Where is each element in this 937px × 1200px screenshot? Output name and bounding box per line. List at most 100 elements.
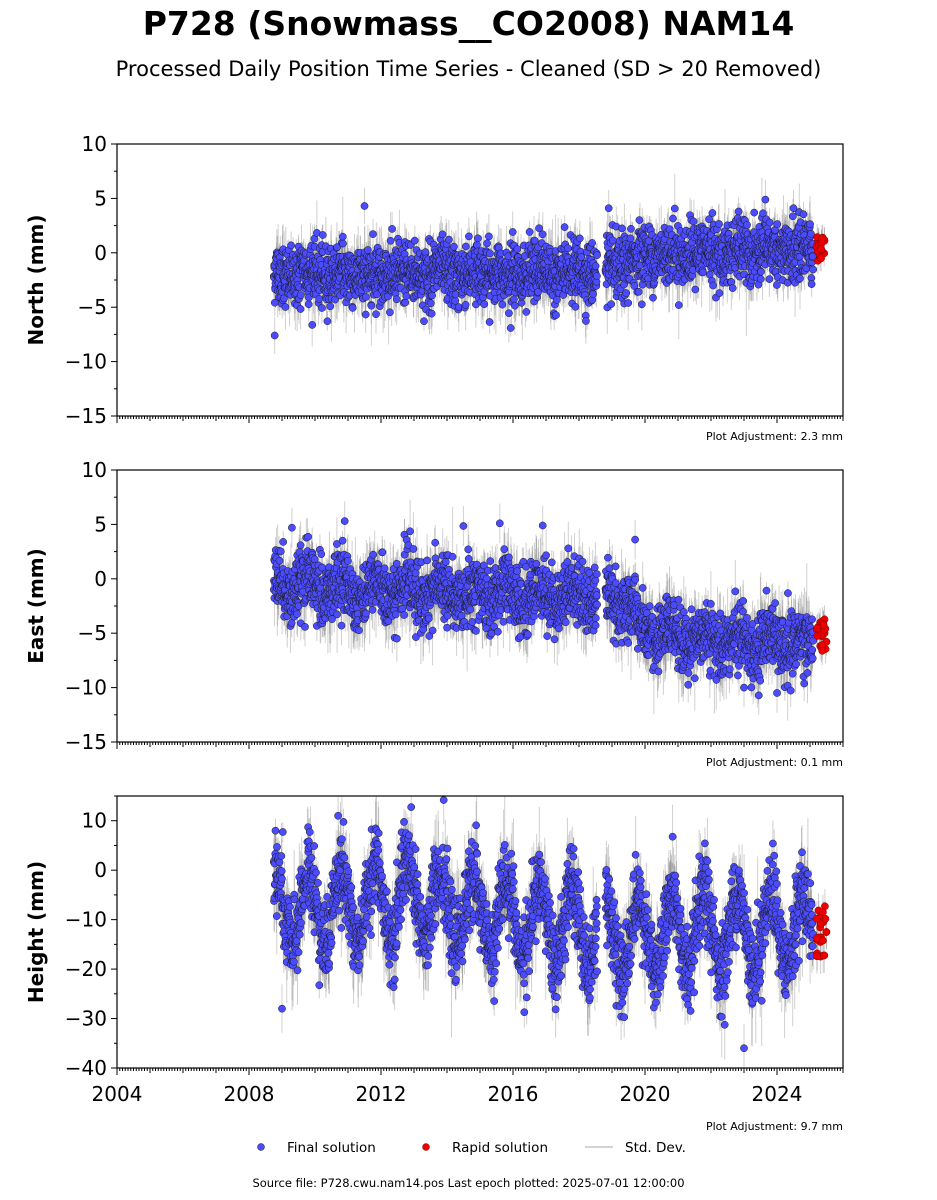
- final-point: [582, 317, 590, 325]
- final-point: [364, 246, 372, 254]
- final-point: [759, 209, 767, 218]
- final-point: [296, 291, 305, 299]
- final-point: [360, 202, 369, 210]
- final-point: [761, 195, 770, 204]
- final-point: [626, 234, 635, 243]
- plot-region: [269, 173, 829, 354]
- final-point: [591, 262, 600, 270]
- final-point: [338, 232, 347, 241]
- final-point: [670, 204, 679, 213]
- final-point: [604, 204, 613, 213]
- final-point: [505, 309, 513, 318]
- rapid-solution-points: [812, 233, 829, 265]
- final-point: [386, 308, 394, 317]
- y-tick-label: −15: [65, 404, 107, 428]
- final-point: [465, 232, 473, 241]
- final-point: [715, 220, 723, 228]
- final-point: [427, 309, 436, 318]
- final-point: [553, 295, 561, 304]
- final-point: [485, 318, 494, 326]
- final-point: [410, 236, 419, 245]
- final-point: [535, 224, 543, 233]
- final-point: [386, 236, 395, 245]
- final-point: [552, 311, 560, 319]
- final-point: [674, 301, 683, 309]
- final-point: [485, 249, 494, 258]
- final-point: [513, 245, 522, 253]
- final-point: [304, 300, 313, 309]
- final-point: [607, 300, 616, 308]
- final-point: [560, 223, 569, 231]
- y-tick-label: −10: [65, 350, 107, 374]
- final-point: [348, 304, 357, 312]
- final-point: [709, 281, 717, 290]
- final-point: [635, 216, 644, 224]
- final-point: [388, 225, 396, 233]
- final-point: [511, 301, 519, 310]
- final-point: [734, 207, 743, 216]
- final-point: [426, 299, 435, 308]
- final-point: [280, 294, 288, 303]
- chart-subtitle: Processed Daily Position Time Series - C…: [115, 57, 822, 81]
- final-point: [461, 300, 470, 309]
- final-point: [691, 285, 700, 294]
- final-point: [361, 310, 370, 319]
- final-point: [743, 221, 751, 229]
- final-point: [450, 242, 458, 251]
- rapid-point: [817, 245, 825, 253]
- final-point: [588, 239, 596, 247]
- final-point: [593, 251, 601, 259]
- final-point: [438, 230, 447, 239]
- final-point: [392, 295, 401, 304]
- final-point: [564, 244, 572, 253]
- final-point: [323, 317, 332, 326]
- final-point: [369, 230, 377, 238]
- final-point: [577, 253, 586, 261]
- final-point: [750, 208, 759, 217]
- final-point: [765, 275, 774, 283]
- final-point: [270, 331, 279, 340]
- final-point: [630, 282, 639, 290]
- final-point: [575, 234, 584, 243]
- final-point: [367, 301, 376, 310]
- final-point: [308, 321, 317, 329]
- final-point: [789, 204, 798, 213]
- final-point: [799, 210, 808, 219]
- final-point: [669, 214, 677, 223]
- final-point: [608, 236, 617, 245]
- final-point: [315, 295, 324, 303]
- final-point: [326, 302, 335, 311]
- final-point: [809, 265, 818, 274]
- final-point: [618, 224, 626, 233]
- final-point: [715, 289, 724, 297]
- final-point: [480, 300, 489, 309]
- final-point: [281, 303, 290, 311]
- y-tick-label: 0: [94, 241, 107, 265]
- final-point: [627, 224, 635, 233]
- y-tick-label: −5: [78, 295, 107, 319]
- y-tick-label: 10: [82, 132, 107, 156]
- final-point: [401, 298, 410, 307]
- final-point: [571, 302, 580, 311]
- final-point: [689, 217, 698, 226]
- final-point: [773, 220, 782, 228]
- final-point: [473, 241, 481, 249]
- final-point: [593, 272, 601, 280]
- final-point: [333, 243, 341, 251]
- final-point: [362, 293, 370, 301]
- final-point: [789, 212, 797, 221]
- final-point: [498, 300, 507, 309]
- final-point: [534, 288, 542, 296]
- final-point: [624, 299, 633, 307]
- final-point: [445, 235, 453, 244]
- final-point: [339, 239, 347, 248]
- final-point: [807, 229, 815, 238]
- final-solution-points: [269, 195, 818, 340]
- final-point: [728, 284, 737, 292]
- final-point: [485, 232, 493, 241]
- final-point: [699, 268, 707, 277]
- final-point: [806, 220, 814, 229]
- final-point: [483, 239, 491, 248]
